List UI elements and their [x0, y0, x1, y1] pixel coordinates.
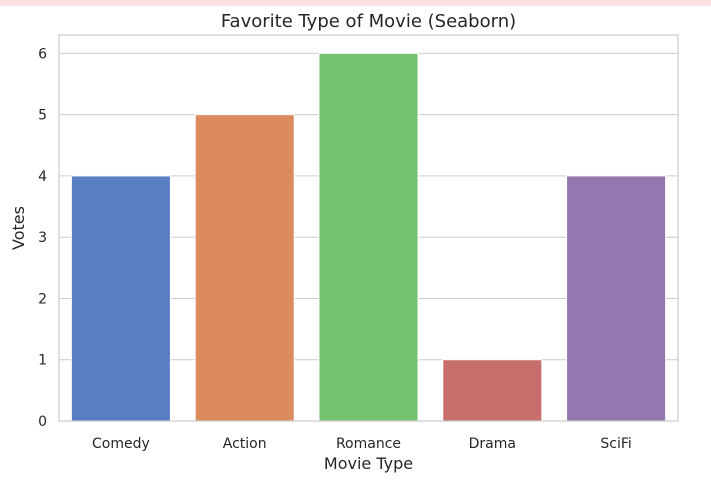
- y-tick-label: 6: [38, 46, 47, 62]
- bar-action: [194, 114, 295, 422]
- x-tick-label: Action: [223, 436, 267, 452]
- bars: [70, 52, 667, 422]
- x-tick-label: Drama: [469, 436, 516, 452]
- x-axis-label: Movie Type: [324, 454, 413, 473]
- y-tick-label: 1: [38, 353, 47, 369]
- y-tick-label: 5: [38, 108, 47, 124]
- x-tick-label: Comedy: [92, 436, 150, 452]
- x-tick-labels: Comedy Action Romance Drama SciFi: [92, 436, 632, 452]
- y-tick-label: 4: [38, 169, 47, 185]
- bar-romance: [318, 52, 419, 422]
- y-axis-label: Votes: [9, 206, 28, 250]
- top-strip: [0, 0, 711, 6]
- chart-title: Favorite Type of Movie (Seaborn): [221, 11, 516, 32]
- y-tick-label: 3: [38, 230, 47, 246]
- y-tick-label: 2: [38, 291, 47, 307]
- x-tick-label: SciFi: [600, 436, 631, 452]
- y-tick-label: 0: [38, 414, 47, 430]
- bar-scifi: [566, 175, 667, 422]
- bar-drama: [442, 359, 543, 422]
- x-tick-label: Romance: [336, 436, 401, 452]
- bar-comedy: [70, 175, 171, 422]
- y-tick-labels: 0 1 2 3 4 5 6: [38, 46, 47, 430]
- plot-frame: [58, 34, 679, 422]
